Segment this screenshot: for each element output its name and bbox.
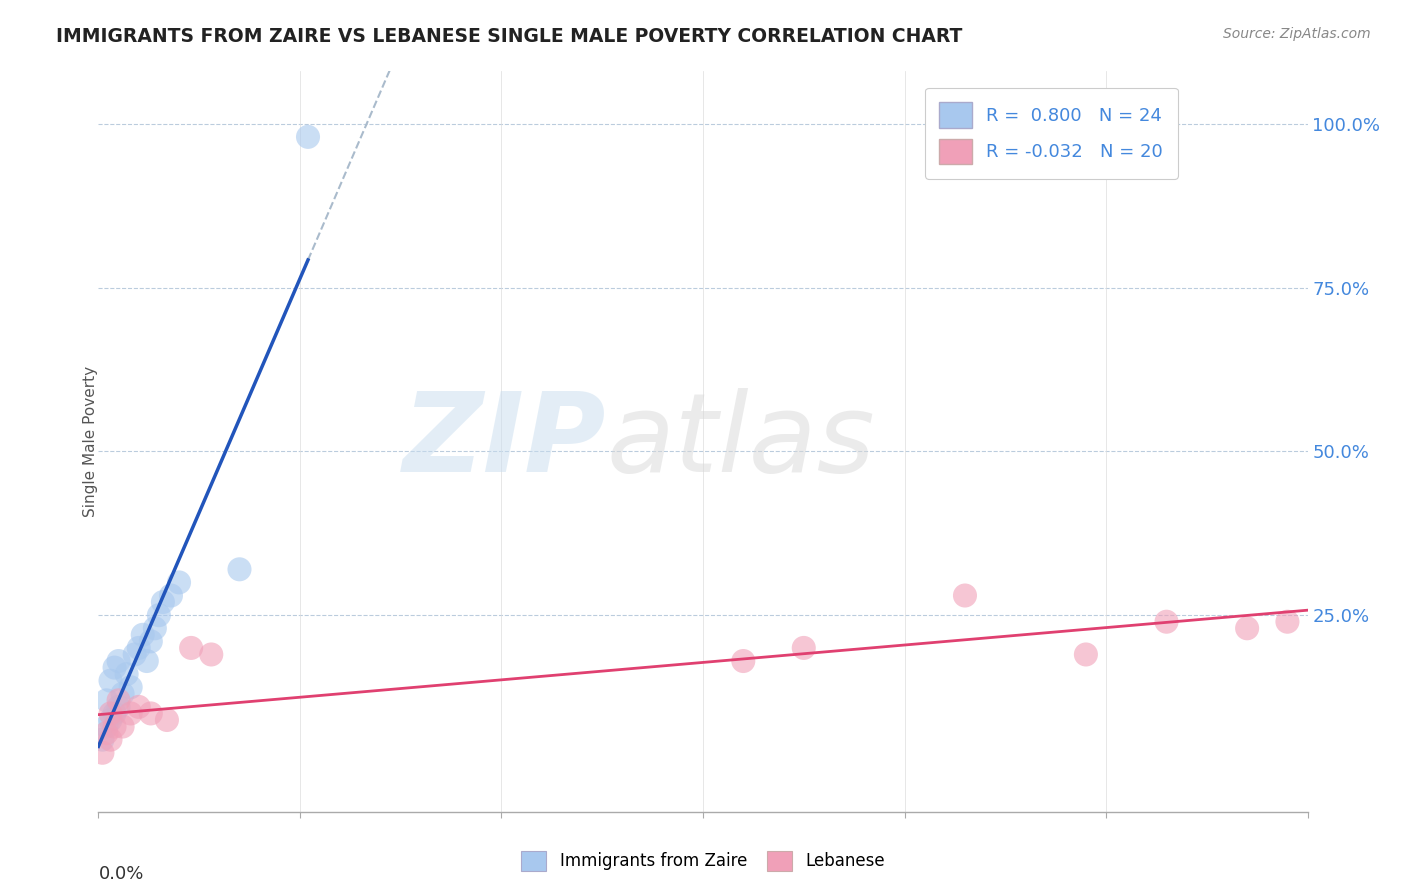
- Point: [128, 640, 150, 655]
- Point: [124, 648, 146, 662]
- Point: [120, 680, 142, 694]
- Point: [96, 726, 118, 740]
- Point: [148, 608, 170, 623]
- Point: [100, 673, 122, 688]
- Point: [733, 654, 755, 668]
- Point: [1236, 621, 1258, 635]
- Point: [167, 575, 190, 590]
- Point: [103, 660, 125, 674]
- Point: [96, 693, 118, 707]
- Point: [103, 720, 125, 734]
- Point: [135, 654, 157, 668]
- Text: Source: ZipAtlas.com: Source: ZipAtlas.com: [1223, 27, 1371, 41]
- Legend: Immigrants from Zaire, Lebanese: Immigrants from Zaire, Lebanese: [513, 842, 893, 880]
- Point: [228, 562, 250, 576]
- Point: [107, 699, 129, 714]
- Point: [200, 648, 222, 662]
- Point: [156, 713, 179, 727]
- Point: [160, 589, 183, 603]
- Point: [100, 706, 122, 721]
- Point: [128, 699, 150, 714]
- Point: [953, 589, 976, 603]
- Point: [143, 621, 166, 635]
- Y-axis label: Single Male Poverty: Single Male Poverty: [83, 366, 97, 517]
- Point: [111, 687, 134, 701]
- Text: 0.0%: 0.0%: [98, 865, 143, 883]
- Text: atlas: atlas: [606, 388, 875, 495]
- Point: [180, 640, 202, 655]
- Point: [107, 693, 129, 707]
- Point: [107, 654, 129, 668]
- Point: [152, 595, 174, 609]
- Point: [793, 640, 815, 655]
- Point: [103, 706, 125, 721]
- Point: [1277, 615, 1299, 629]
- Point: [111, 720, 134, 734]
- Point: [100, 732, 122, 747]
- Point: [1074, 648, 1097, 662]
- Point: [96, 720, 118, 734]
- Point: [132, 628, 155, 642]
- Point: [91, 732, 114, 747]
- Text: ZIP: ZIP: [402, 388, 606, 495]
- Legend: R =  0.800   N = 24, R = -0.032   N = 20: R = 0.800 N = 24, R = -0.032 N = 20: [925, 87, 1178, 178]
- Text: IMMIGRANTS FROM ZAIRE VS LEBANESE SINGLE MALE POVERTY CORRELATION CHART: IMMIGRANTS FROM ZAIRE VS LEBANESE SINGLE…: [56, 27, 963, 45]
- Point: [115, 667, 138, 681]
- Point: [120, 706, 142, 721]
- Point: [91, 746, 114, 760]
- Point: [297, 129, 319, 144]
- Point: [139, 706, 162, 721]
- Point: [1156, 615, 1178, 629]
- Point: [139, 634, 162, 648]
- Point: [100, 713, 122, 727]
